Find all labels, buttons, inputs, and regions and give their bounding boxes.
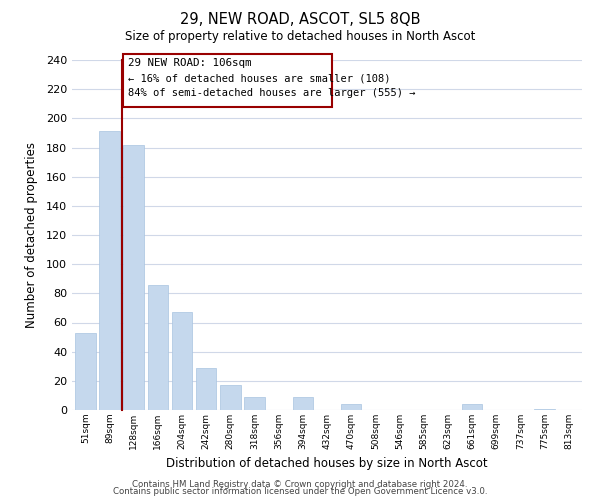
FancyBboxPatch shape bbox=[123, 54, 332, 106]
Bar bbox=[534, 408, 555, 410]
Bar bbox=[462, 404, 482, 410]
Text: ← 16% of detached houses are smaller (108): ← 16% of detached houses are smaller (10… bbox=[128, 73, 390, 83]
Text: 29, NEW ROAD, ASCOT, SL5 8QB: 29, NEW ROAD, ASCOT, SL5 8QB bbox=[180, 12, 420, 28]
Bar bbox=[341, 404, 361, 410]
Text: 29 NEW ROAD: 106sqm: 29 NEW ROAD: 106sqm bbox=[128, 58, 251, 68]
Bar bbox=[293, 397, 313, 410]
Bar bbox=[124, 144, 144, 410]
Bar bbox=[99, 132, 120, 410]
Bar bbox=[196, 368, 217, 410]
Bar bbox=[244, 397, 265, 410]
X-axis label: Distribution of detached houses by size in North Ascot: Distribution of detached houses by size … bbox=[166, 458, 488, 470]
Text: 84% of semi-detached houses are larger (555) →: 84% of semi-detached houses are larger (… bbox=[128, 88, 415, 98]
Text: Contains public sector information licensed under the Open Government Licence v3: Contains public sector information licen… bbox=[113, 487, 487, 496]
Y-axis label: Number of detached properties: Number of detached properties bbox=[25, 142, 38, 328]
Bar bbox=[172, 312, 192, 410]
Bar bbox=[148, 284, 168, 410]
Text: Contains HM Land Registry data © Crown copyright and database right 2024.: Contains HM Land Registry data © Crown c… bbox=[132, 480, 468, 489]
Bar bbox=[220, 385, 241, 410]
Bar bbox=[75, 332, 95, 410]
Text: Size of property relative to detached houses in North Ascot: Size of property relative to detached ho… bbox=[125, 30, 475, 43]
